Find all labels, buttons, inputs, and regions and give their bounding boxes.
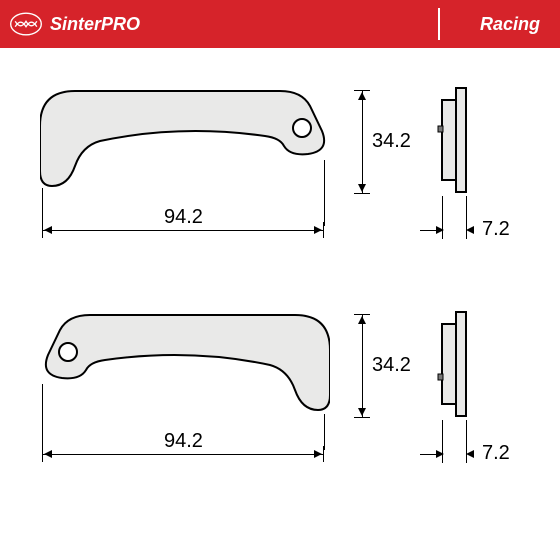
top-width-ext-left bbox=[42, 188, 43, 226]
bottom-width-ext-right bbox=[324, 414, 325, 450]
top-width-ext-right bbox=[324, 160, 325, 226]
bottom-thickness-ext-l bbox=[442, 420, 443, 448]
bottom-height-value: 34.2 bbox=[372, 354, 411, 377]
top-pad-side-view bbox=[436, 86, 470, 196]
header-divider bbox=[438, 8, 440, 40]
top-pad-front-view bbox=[40, 86, 330, 201]
bottom-thickness-ext-r bbox=[466, 420, 467, 448]
brand-logo-icon bbox=[8, 10, 44, 38]
brand-name: SinterPRO bbox=[50, 14, 140, 35]
top-thickness-ext-l bbox=[442, 196, 443, 224]
top-width-value: 94.2 bbox=[164, 206, 203, 229]
bottom-pad-front-view bbox=[40, 310, 330, 425]
bottom-width-dim-arrow bbox=[44, 454, 322, 455]
header-bar: SinterPRO Racing bbox=[0, 0, 560, 48]
header-right: Racing bbox=[438, 8, 540, 40]
header-left: SinterPRO bbox=[8, 10, 140, 38]
bottom-thickness-value: 7.2 bbox=[482, 442, 510, 465]
top-thickness-ext-r bbox=[466, 196, 467, 224]
top-thickness-value: 7.2 bbox=[482, 218, 510, 241]
diagram-area: 34.2 94.2 7.2 34.2 94.2 bbox=[0, 48, 560, 560]
top-width-dim-arrow bbox=[44, 230, 322, 231]
top-height-value: 34.2 bbox=[372, 130, 411, 153]
bottom-width-ext-left bbox=[42, 384, 43, 450]
bottom-height-dim-arrow bbox=[362, 316, 363, 416]
category-label: Racing bbox=[480, 14, 540, 35]
top-height-dim-arrow bbox=[362, 92, 363, 192]
bottom-pad-side-view bbox=[436, 310, 470, 420]
bottom-width-value: 94.2 bbox=[164, 430, 203, 453]
